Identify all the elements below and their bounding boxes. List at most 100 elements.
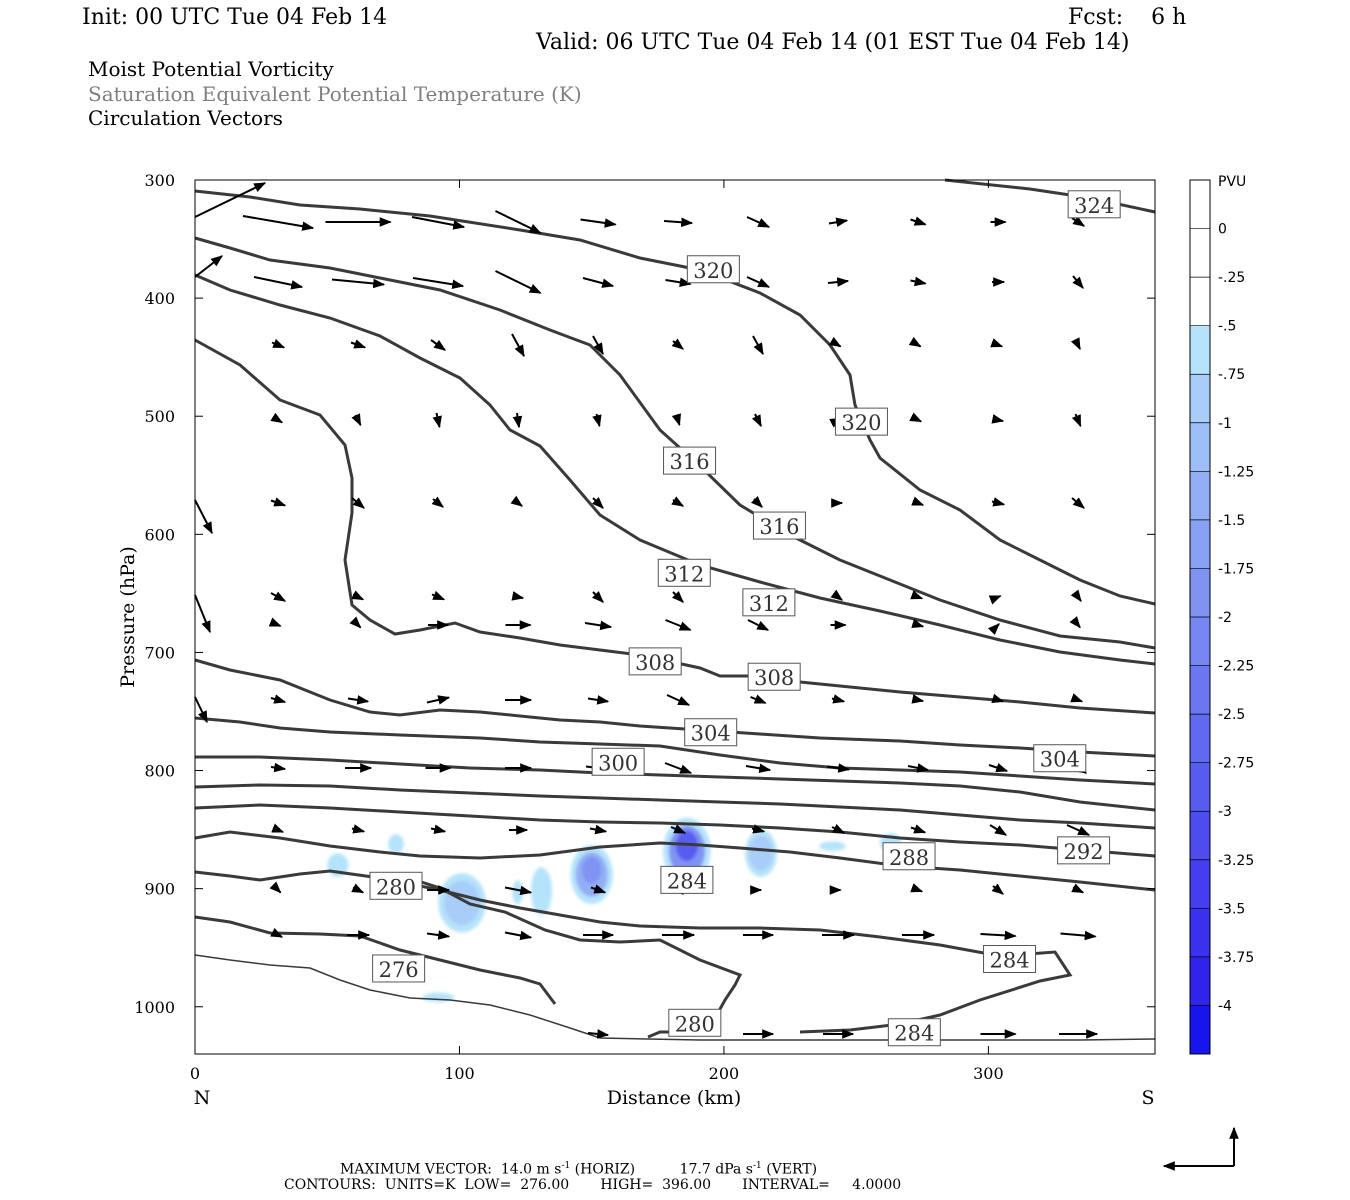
theta-es-contour-line [194,830,1156,892]
contour-label-box [657,558,711,587]
x-tick-label: 200 [709,1064,740,1083]
colorbar-segment [1190,762,1210,812]
contour-label-text: 292 [1064,840,1104,864]
circulation-vector [590,884,607,894]
colorbar-segment [1190,568,1210,618]
contour-label-box [628,647,682,676]
theta-es-contour-line [194,189,1156,606]
colorbar-segment [1190,374,1210,424]
colorbar-segment [1190,956,1210,1006]
contour-label-box [887,1018,941,1047]
circulation-vector [1072,275,1084,289]
circulation-vector [589,824,608,835]
x-tick-label: 0 [190,1064,200,1083]
circulation-vector [270,927,284,938]
contour-label-box [747,662,801,691]
colorbar-tick-label: -2 [1218,610,1232,626]
circulation-vector [911,694,925,704]
circulation-vector [750,694,767,704]
forecast-label: Fcst: [1068,5,1124,30]
theta-es-contour-line [194,658,1156,758]
y-tick-label: 300 [144,171,175,190]
circulation-vector [989,824,1008,836]
circulation-vector [828,336,842,348]
contour-label-box [369,871,423,900]
contour-label-text: 320 [841,411,881,435]
horiz-tag: (HORIZ) [574,1161,636,1178]
theta-es-contour-line [195,755,1156,812]
circulation-vector [1069,616,1081,629]
circulation-vectors [194,182,1099,1039]
circulation-vector [242,215,315,231]
y-tick-label: 700 [144,643,175,662]
circulation-vector [270,591,287,602]
theta-es-contour-line [194,915,557,1005]
colorbar-tick-label: -3.75 [1218,950,1254,966]
contour-label: 276 [372,954,426,983]
circulation-vector [752,335,764,356]
circulation-vector [750,495,763,508]
contour-label-text: 316 [669,450,709,474]
circulation-vector [747,619,770,631]
colorbar-segment [1190,859,1210,909]
max-vector-line: MAXIMUM VECTOR: 14.0 m s-1 (HORIZ) 17.7 … [340,1158,817,1178]
colorbar-segment [1190,811,1210,861]
circulation-vector [351,590,365,601]
circulation-vector [831,694,846,704]
pv-blob-max [582,856,602,884]
circulation-vector [511,333,525,358]
circulation-vector [908,336,922,348]
contour-label-text: 308 [754,666,794,690]
contour-label-text: 284 [989,949,1029,973]
pv-blob-core [444,880,480,925]
contour-label: 308 [747,662,801,691]
circulation-vector [592,413,602,428]
init-time: Init: 00 UTC Tue 04 Feb 14 [82,5,388,30]
circulation-vector [270,762,287,773]
circulation-vector [663,217,694,228]
contour-label-text: 312 [749,592,789,616]
forecast-hour: Fcst: 6 h [1068,6,1186,30]
pv-blob-max [676,831,698,861]
pv-blob [388,834,404,854]
circulation-vector [412,277,465,290]
circulation-vector [1066,824,1091,836]
circulation-vector [665,277,692,288]
colorbar-tick-label: -.75 [1218,367,1245,383]
circulation-vector [351,883,365,894]
circulation-vector [671,496,685,507]
colorbar-tick-label: -.25 [1218,270,1245,286]
circulation-vector [991,497,1006,507]
circulation-vector [826,763,851,773]
circulation-vector [582,277,615,288]
valid-time: Valid: 06 UTC Tue 04 Feb 14 (01 EST Tue … [536,30,1130,55]
circulation-vector [350,339,367,349]
contour-label-text: 312 [664,562,704,586]
y-tick-label: 1000 [134,998,175,1017]
colorbar-tick-label: -.5 [1218,319,1236,335]
circulation-vector [592,335,604,356]
circulation-vector [666,694,691,706]
horiz-exponent: -1 [561,1161,571,1171]
x-end-right: S [1141,1087,1154,1109]
theta-es-contour-line [194,869,1073,1034]
circulation-vector [910,276,927,287]
contour-label: 320 [686,255,740,284]
circulation-vector [911,618,925,628]
circulation-vector [988,595,1002,605]
colorbar-tick-label: -1 [1218,416,1232,432]
x-axis-label: Distance (km) [607,1087,742,1109]
contour-label-text: 316 [759,515,799,539]
circulation-vector [426,930,451,940]
theta-es-contour-line [194,783,1156,830]
circulation-vector [671,590,684,603]
contour-label-box [834,407,888,436]
colorbar-tick-label: -2.25 [1218,659,1254,675]
circulation-vector [271,823,285,833]
colorbar-tick-label: -2.75 [1218,756,1254,772]
circulation-vector [349,616,362,629]
pv-blob [530,867,553,915]
x-end-left: N [194,1087,211,1109]
x-tick-label: 300 [973,1064,1004,1083]
